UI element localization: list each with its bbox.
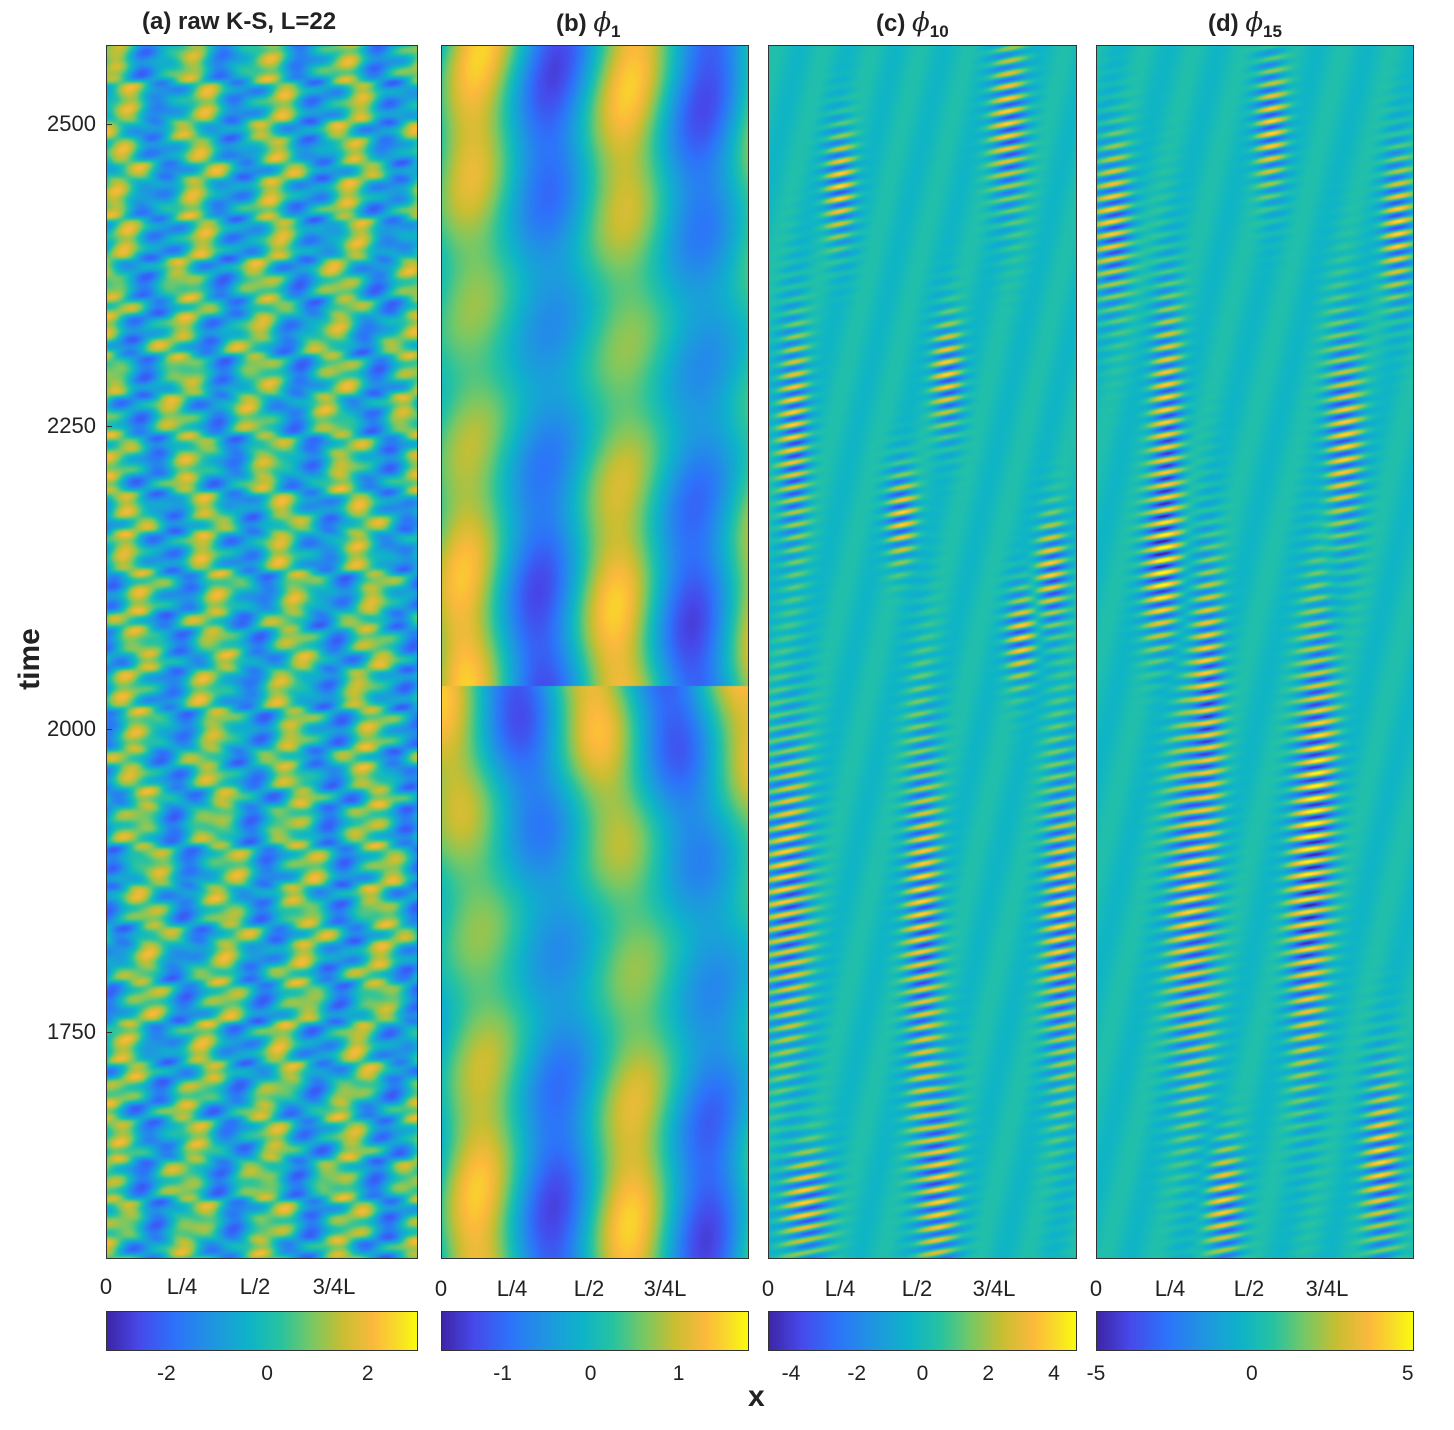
- colorbar-a: [106, 1311, 418, 1351]
- colorbar-c: [768, 1311, 1077, 1351]
- colorbar-tick: 0: [261, 1362, 273, 1385]
- ytick-label: 1750: [47, 1019, 96, 1044]
- colorbar-d: [1096, 1311, 1414, 1351]
- colorbar-tick: 1: [672, 1362, 685, 1385]
- phi-symbol: ϕ: [912, 8, 930, 38]
- xtick-label: L/4: [1154, 1276, 1186, 1301]
- ytick-label: 2000: [47, 716, 96, 741]
- panel-c-index: 10: [929, 21, 949, 41]
- ytick-label: 2250: [47, 413, 96, 438]
- xtick-label: 0: [434, 1276, 448, 1301]
- x-axis-label: x: [748, 1380, 765, 1413]
- xtick-label: 0: [99, 1274, 113, 1299]
- xtick-label: L/4: [824, 1276, 856, 1301]
- panel-d-title: (d) ϕ15: [1208, 8, 1282, 42]
- xtick-label: L/4: [496, 1276, 528, 1301]
- panel-d-index: 15: [1263, 21, 1282, 41]
- panel-c-title: (c) ϕ10: [876, 8, 949, 42]
- colorbar-tick: -4: [781, 1362, 801, 1385]
- panel-d-prefix: (d): [1208, 10, 1246, 37]
- colorbar-tick: 0: [916, 1362, 929, 1385]
- colorbar-tick: 0: [1246, 1362, 1258, 1385]
- colorbar-tick: 2: [361, 1362, 374, 1385]
- xtick-label: 0: [1089, 1276, 1103, 1301]
- heatmap-phi-1: [441, 45, 749, 1259]
- colorbar-tick: 2: [982, 1362, 995, 1385]
- colorbar-tick: -5: [1086, 1362, 1106, 1385]
- colorbar-tick: -1: [493, 1362, 512, 1385]
- phi-symbol: ϕ: [1245, 8, 1264, 38]
- colorbar-tick: 0: [584, 1362, 597, 1385]
- xtick-label: L/2: [239, 1274, 271, 1299]
- ytick-mark: [106, 1032, 112, 1033]
- colorbar-tick: -2: [847, 1362, 867, 1385]
- panel-b-prefix: (b): [556, 10, 594, 37]
- xtick-label: 3/4L: [1305, 1276, 1349, 1301]
- panel-a-title: (a) raw K-S, L=22: [142, 8, 337, 35]
- xtick-label: 3/4L: [972, 1276, 1016, 1301]
- panel-b-title: (b) ϕ1: [556, 8, 621, 42]
- xtick-label: 3/4L: [312, 1274, 356, 1299]
- xtick-label: 0: [761, 1276, 775, 1301]
- ytick-mark: [106, 124, 112, 125]
- ytick-mark: [106, 426, 112, 427]
- y-axis-label: time: [13, 628, 46, 690]
- colorbar-tick: 4: [1048, 1362, 1060, 1385]
- xtick-label: L/2: [1233, 1276, 1265, 1301]
- colorbar-tick: 5: [1401, 1362, 1414, 1385]
- xtick-label: 3/4L: [643, 1276, 687, 1301]
- heatmap-phi-10: [768, 45, 1077, 1259]
- colorbar-b: [441, 1311, 749, 1351]
- xtick-label: L/2: [573, 1276, 605, 1301]
- ytick-label: 2500: [47, 111, 96, 136]
- ytick-mark: [106, 729, 112, 730]
- colorbar-tick: -2: [157, 1362, 176, 1385]
- panel-b-index: 1: [611, 21, 621, 41]
- heatmap-phi-15: [1096, 45, 1414, 1259]
- xtick-label: L/4: [166, 1274, 198, 1299]
- panel-c-prefix: (c): [876, 10, 912, 37]
- xtick-label: L/2: [901, 1276, 933, 1301]
- phi-symbol: ϕ: [593, 8, 612, 38]
- heatmap-raw-ks: [106, 45, 418, 1259]
